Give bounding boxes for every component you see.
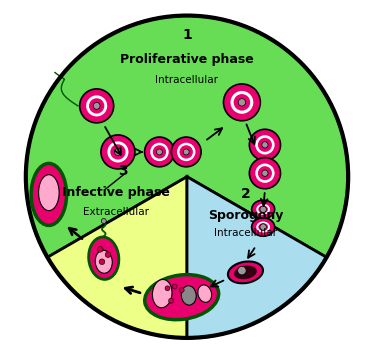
Circle shape (153, 145, 166, 159)
Ellipse shape (89, 237, 119, 280)
Ellipse shape (31, 164, 67, 225)
Circle shape (260, 206, 266, 212)
Circle shape (258, 166, 272, 180)
Circle shape (179, 288, 184, 292)
Circle shape (80, 89, 114, 123)
Circle shape (93, 102, 100, 109)
Circle shape (165, 286, 170, 291)
Circle shape (99, 259, 105, 265)
Circle shape (258, 138, 272, 152)
Circle shape (183, 149, 189, 155)
Circle shape (177, 143, 196, 161)
Circle shape (105, 252, 111, 257)
Ellipse shape (95, 250, 112, 273)
Circle shape (237, 266, 246, 275)
Ellipse shape (181, 286, 196, 305)
Ellipse shape (153, 280, 172, 308)
Circle shape (180, 145, 193, 159)
Circle shape (234, 94, 250, 111)
Circle shape (97, 247, 103, 252)
Ellipse shape (145, 275, 219, 320)
Circle shape (171, 137, 201, 167)
Circle shape (255, 164, 275, 183)
Circle shape (255, 135, 275, 155)
Circle shape (89, 98, 104, 114)
Circle shape (101, 218, 106, 223)
Ellipse shape (256, 204, 270, 215)
Circle shape (260, 224, 266, 230)
Text: Intracellular: Intracellular (214, 228, 277, 238)
Ellipse shape (39, 175, 59, 211)
Ellipse shape (258, 205, 268, 213)
Text: 1: 1 (182, 28, 192, 42)
Circle shape (262, 142, 268, 148)
Circle shape (230, 91, 253, 114)
Text: Extracellular: Extracellular (83, 207, 149, 217)
Circle shape (249, 129, 280, 160)
Ellipse shape (198, 285, 212, 302)
Circle shape (172, 284, 177, 289)
Circle shape (114, 149, 121, 155)
Wedge shape (47, 177, 187, 338)
Text: Infective phase: Infective phase (62, 186, 170, 199)
Circle shape (156, 149, 162, 155)
Ellipse shape (252, 218, 275, 236)
Text: 3: 3 (119, 165, 128, 178)
Ellipse shape (234, 266, 257, 279)
Circle shape (101, 135, 135, 169)
Wedge shape (26, 16, 348, 257)
Text: Intracellular: Intracellular (156, 75, 218, 85)
Text: 2: 2 (240, 187, 250, 201)
Ellipse shape (256, 221, 270, 232)
Circle shape (238, 99, 246, 106)
Circle shape (110, 144, 126, 160)
Circle shape (86, 95, 107, 116)
Ellipse shape (252, 200, 275, 218)
Circle shape (150, 143, 169, 161)
Circle shape (169, 298, 174, 303)
Text: Sporogony: Sporogony (208, 209, 283, 222)
Circle shape (224, 84, 260, 121)
Circle shape (107, 141, 128, 162)
Text: Proliferative phase: Proliferative phase (120, 52, 254, 66)
Wedge shape (187, 177, 327, 338)
Circle shape (249, 157, 280, 189)
Ellipse shape (228, 261, 263, 283)
Circle shape (262, 170, 268, 176)
Circle shape (145, 137, 174, 167)
Ellipse shape (258, 223, 268, 231)
